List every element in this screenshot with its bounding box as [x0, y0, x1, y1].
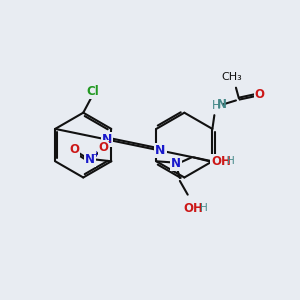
Text: N: N: [171, 157, 181, 170]
Text: O: O: [254, 88, 265, 101]
Text: H: H: [200, 203, 207, 213]
Text: -: -: [108, 137, 111, 146]
Text: N: N: [155, 144, 166, 157]
Text: H: H: [227, 156, 235, 166]
Text: H: H: [212, 99, 221, 112]
Text: +: +: [92, 150, 99, 159]
Text: OH: OH: [184, 202, 203, 215]
Text: O: O: [98, 141, 109, 154]
Text: N: N: [85, 153, 95, 166]
Text: O: O: [69, 143, 79, 156]
Text: N: N: [217, 98, 227, 111]
Text: Cl: Cl: [87, 85, 99, 98]
Text: OH: OH: [211, 155, 231, 168]
Text: CH₃: CH₃: [222, 72, 242, 82]
Text: N: N: [102, 133, 112, 146]
